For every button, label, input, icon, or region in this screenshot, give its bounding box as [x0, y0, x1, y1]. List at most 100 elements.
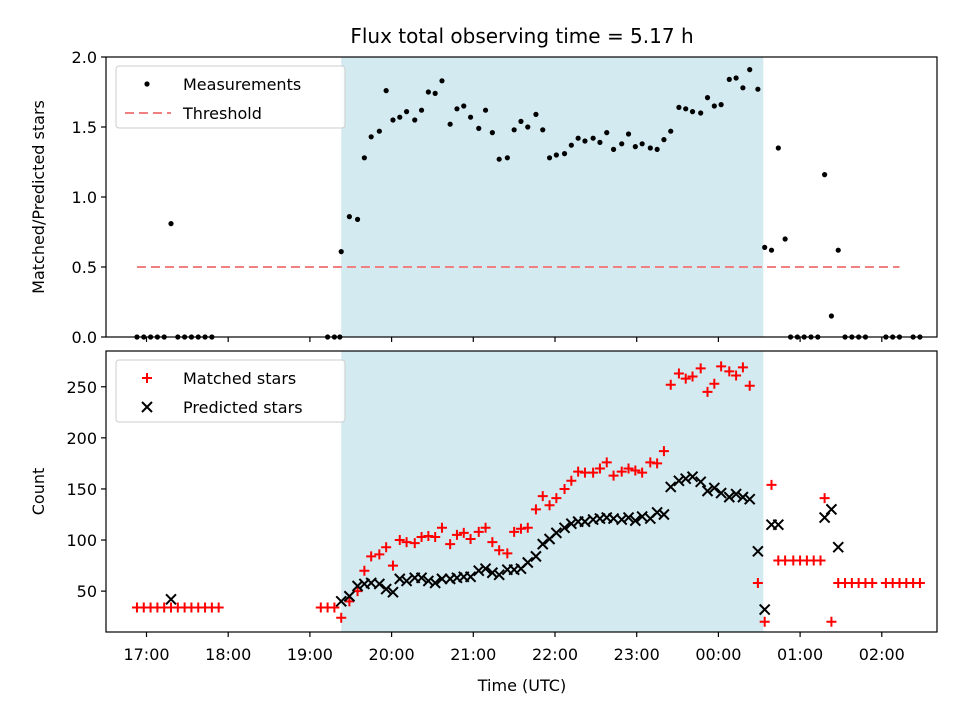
x-tick-label: 22:00 — [532, 645, 578, 664]
measurement-point — [489, 130, 495, 136]
predicted-star-point — [744, 493, 756, 505]
matched-star-point — [336, 612, 347, 623]
measurement-point — [683, 106, 689, 112]
measurement-point — [740, 85, 746, 91]
observing-window — [341, 351, 764, 632]
measurement-point — [762, 244, 768, 250]
matched-star-point — [515, 523, 526, 534]
measurement-point — [432, 90, 438, 96]
measurement-point — [647, 145, 653, 151]
predicted-star-point — [723, 491, 736, 503]
x-tick-label: 19:00 — [287, 645, 333, 664]
predicted-star-point — [658, 508, 670, 521]
measurement-point — [397, 114, 403, 120]
matched-star-point — [673, 368, 684, 379]
matched-star-point — [430, 531, 441, 542]
observing-window — [341, 57, 764, 337]
matched-star-point — [213, 602, 224, 613]
measurement-point — [390, 117, 396, 123]
predicted-star-point — [651, 506, 663, 519]
measurement-point — [425, 89, 431, 95]
measurement-point — [768, 247, 775, 253]
predicted-star-point — [673, 475, 685, 487]
measurement-point — [726, 76, 732, 82]
matched-star-point — [815, 555, 826, 566]
matched-star-point — [509, 526, 520, 537]
predicted-star-point — [708, 482, 721, 494]
measurement-point — [476, 125, 482, 131]
matched-star-point — [914, 577, 925, 588]
measurement-point — [568, 142, 574, 148]
legend: Measurements Threshold — [115, 65, 346, 129]
matched-star-point — [637, 467, 648, 478]
y-tick-label: 50 — [77, 582, 97, 601]
measurement-point — [610, 146, 617, 152]
matched-star-point — [522, 522, 533, 533]
predicted-star-point — [165, 593, 177, 606]
measurement-point — [625, 131, 632, 137]
measurement-point — [604, 130, 610, 136]
y-axis-label: Count — [29, 468, 48, 516]
measurement-point — [403, 109, 410, 115]
predicted-star-point — [686, 470, 699, 483]
legend-measurement-marker — [144, 81, 150, 87]
predicted-star-point — [737, 491, 749, 503]
predicted-star-point — [537, 538, 549, 550]
matched-star-point — [731, 370, 742, 381]
legend-predicted-marker — [141, 401, 153, 413]
predicted-star-point — [715, 487, 727, 499]
matched-star-point — [423, 530, 434, 541]
predicted-star-point — [772, 519, 785, 531]
predicted-star-point — [622, 511, 635, 524]
measurement-point — [511, 127, 517, 133]
matched-star-point — [630, 465, 641, 476]
matched-star-point — [487, 537, 498, 548]
measurement-point — [368, 134, 374, 140]
measurement-point — [639, 141, 645, 147]
predicted-star-point — [832, 541, 844, 553]
measurement-point — [704, 95, 711, 101]
measurement-point — [418, 107, 425, 113]
predicted-star-point — [429, 577, 441, 589]
predicted-star-point — [380, 583, 392, 595]
matched-star-point — [387, 560, 398, 571]
legend-entry: Threshold — [182, 104, 262, 123]
matched-star-point — [381, 542, 392, 553]
predicted-star-point — [629, 514, 642, 527]
legend-matched-marker — [142, 373, 152, 383]
predicted-star-point — [335, 595, 347, 608]
measurement-point — [376, 128, 382, 134]
x-tick-label: 17:00 — [123, 645, 169, 664]
matched-star-point — [329, 602, 340, 613]
predicted-star-point — [473, 564, 485, 577]
matched-star-point — [530, 504, 541, 515]
measurement-point — [504, 155, 510, 161]
measurement-point — [518, 118, 524, 124]
measurement-point — [525, 124, 531, 130]
measurement-point — [575, 135, 581, 141]
matched-star-point — [687, 371, 698, 382]
matched-star-point — [759, 616, 770, 627]
measurement-point — [733, 75, 739, 81]
matched-star-point — [465, 534, 476, 545]
y-axis-label: Matched/Predicted stars — [29, 100, 48, 294]
x-axis-label: Time (UTC) — [477, 676, 566, 695]
predicted-star-point — [730, 488, 742, 500]
predicted-star-point — [550, 527, 563, 539]
y-tick-label: 2.0 — [72, 48, 97, 67]
y-tick-label: 0.5 — [72, 258, 97, 277]
measurement-point — [711, 103, 717, 109]
matched-star-point — [616, 466, 627, 477]
measurement-point — [661, 137, 667, 143]
predicted-star-point — [373, 578, 386, 590]
matched-star-point — [451, 529, 462, 540]
y-tick-label: 0.0 — [72, 328, 97, 347]
predicted-star-point — [579, 515, 591, 528]
matched-star-point — [658, 446, 669, 457]
x-tick-label: 00:00 — [695, 645, 741, 664]
matched-star-point — [819, 493, 830, 504]
measurement-point — [619, 141, 625, 147]
x-tick-label: 20:00 — [369, 645, 415, 664]
series-predicted-stars — [165, 470, 844, 616]
measurement-point — [439, 78, 445, 84]
